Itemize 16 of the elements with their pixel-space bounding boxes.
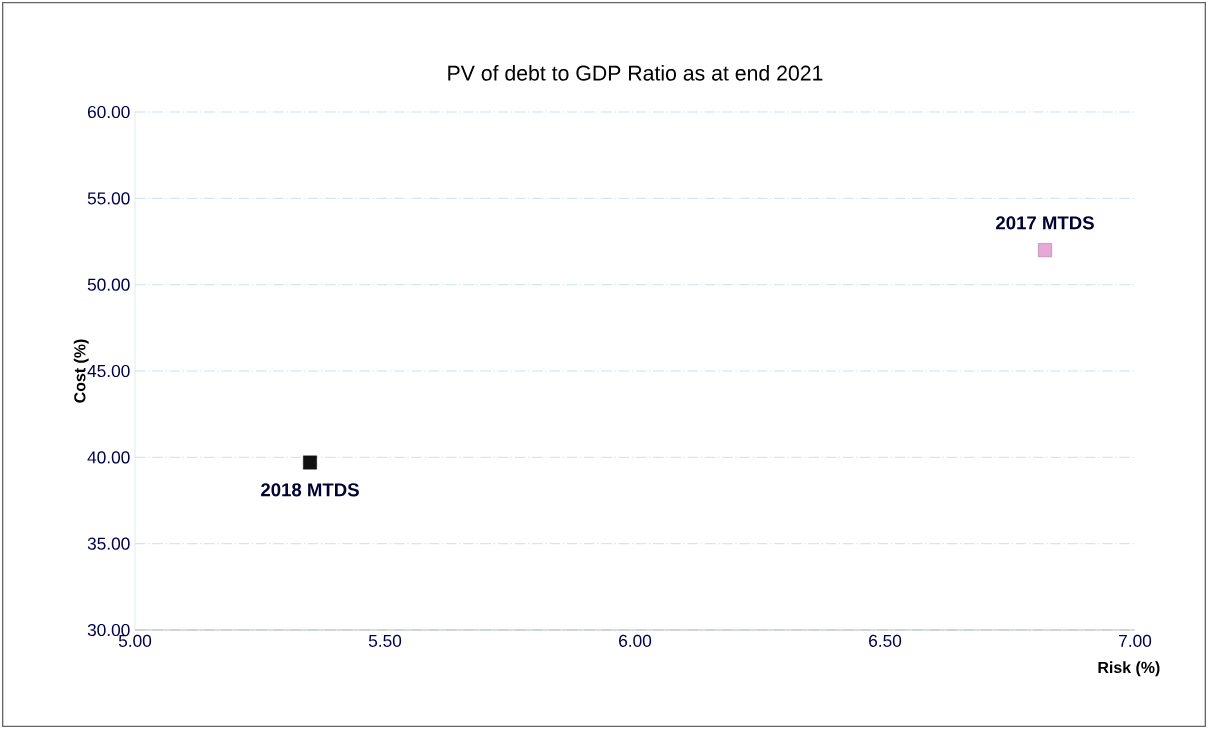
y-tick-label: 55.00 <box>87 192 130 205</box>
series-label: 2018 MTDS <box>261 483 359 497</box>
y-tick-label: 60.00 <box>87 105 130 119</box>
x-tick-label: 6.00 <box>619 634 652 647</box>
chart-title: PV of debt to GDP Ratio as at end 2021 <box>448 65 823 81</box>
y-tick-label: 30.00 <box>87 623 130 637</box>
x-tick-label: 5.00 <box>118 634 152 647</box>
y-tick-label: 40.00 <box>87 451 130 464</box>
x-tick-label: 6.50 <box>869 634 902 647</box>
y-tick-label: 45.00 <box>87 364 130 378</box>
x-tick-label: 7.00 <box>1119 634 1152 647</box>
x-tick-label: 5.50 <box>368 634 402 647</box>
y-tick-label: 50.00 <box>87 278 130 291</box>
series-label: 2017 MTDS <box>996 216 1094 230</box>
y-tick-label: 35.00 <box>87 537 130 550</box>
x-axis-title: Risk (%) <box>1098 661 1160 677</box>
